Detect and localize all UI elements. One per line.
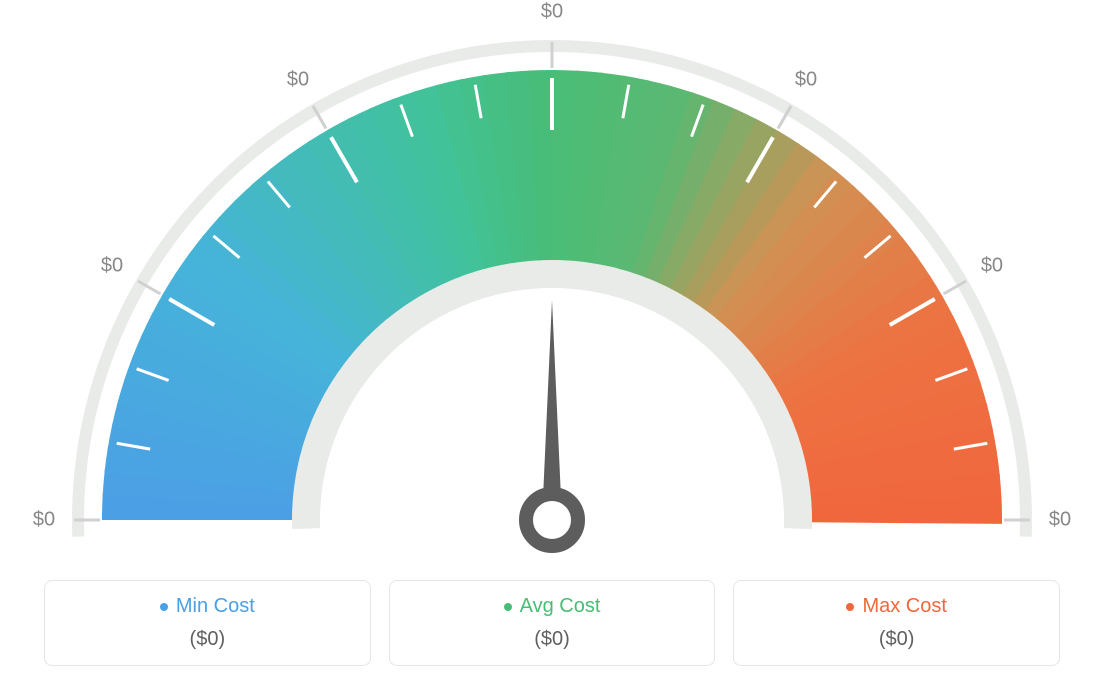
gauge-tick-label: $0	[795, 69, 817, 92]
legend-dot-avg	[504, 603, 512, 611]
legend-title-max: Max Cost	[846, 595, 946, 618]
legend-card-avg: Avg Cost ($0)	[389, 580, 716, 666]
legend-value-max: ($0)	[744, 628, 1049, 651]
legend-value-min: ($0)	[55, 628, 360, 651]
gauge-svg	[0, 0, 1104, 560]
gauge-tick-label: $0	[101, 255, 123, 278]
gauge-container: $0 $0 $0 $0 $0 $0 $0	[0, 0, 1104, 560]
legend-card-min: Min Cost ($0)	[44, 580, 371, 666]
gauge-tick-label: $0	[981, 255, 1003, 278]
legend-label-max: Max Cost	[862, 595, 946, 618]
legend-value-avg: ($0)	[400, 628, 705, 651]
legend-label-avg: Avg Cost	[520, 595, 601, 618]
legend-label-min: Min Cost	[176, 595, 255, 618]
legend-dot-min	[160, 603, 168, 611]
gauge-tick-label: $0	[1049, 509, 1071, 532]
legend-card-max: Max Cost ($0)	[733, 580, 1060, 666]
legend-dot-max	[846, 603, 854, 611]
legend-row: Min Cost ($0) Avg Cost ($0) Max Cost ($0…	[44, 580, 1060, 666]
gauge-tick-label: $0	[287, 69, 309, 92]
gauge-tick-label: $0	[541, 1, 563, 24]
gauge-tick-label: $0	[33, 509, 55, 532]
legend-title-min: Min Cost	[160, 595, 255, 618]
legend-title-avg: Avg Cost	[504, 595, 601, 618]
